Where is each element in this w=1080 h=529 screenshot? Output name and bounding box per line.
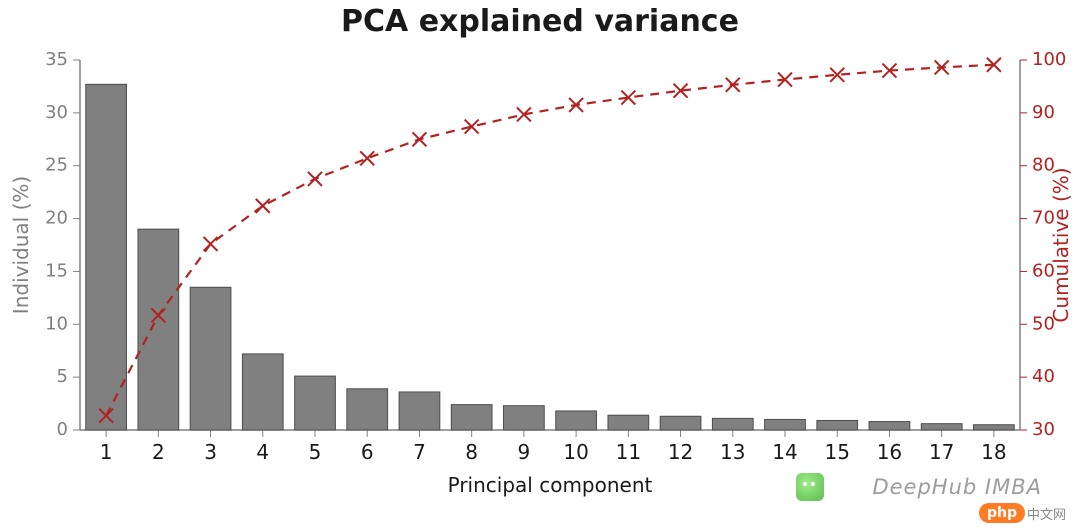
svg-text:30: 30 (45, 102, 68, 123)
svg-text:9: 9 (518, 440, 531, 464)
svg-text:12: 12 (668, 440, 693, 464)
svg-text:17: 17 (929, 440, 954, 464)
svg-text:40: 40 (1032, 366, 1055, 387)
line-marker (360, 151, 374, 165)
svg-text:1: 1 (100, 440, 113, 464)
svg-text:90: 90 (1032, 102, 1055, 123)
bar (347, 389, 388, 430)
svg-text:5: 5 (57, 366, 68, 387)
bar (765, 419, 806, 430)
bar (817, 420, 858, 430)
php-pill: php (979, 503, 1025, 523)
svg-text:10: 10 (45, 313, 68, 334)
cumulative-line (106, 65, 994, 416)
svg-text:Cumulative (%): Cumulative (%) (1049, 167, 1073, 322)
svg-text:35: 35 (45, 49, 68, 70)
svg-text:30: 30 (1032, 419, 1055, 440)
svg-text:14: 14 (772, 440, 797, 464)
svg-text:100: 100 (1032, 49, 1066, 70)
svg-text:10: 10 (563, 440, 588, 464)
svg-text:16: 16 (877, 440, 902, 464)
svg-text:7: 7 (413, 440, 426, 464)
bar (295, 376, 336, 430)
bar (608, 415, 649, 430)
bar (974, 425, 1015, 430)
svg-text:18: 18 (981, 440, 1006, 464)
chart-container: PCA explained variance 05101520253035Ind… (0, 0, 1080, 529)
bar (242, 354, 283, 430)
bar (660, 416, 701, 430)
line-marker (412, 132, 426, 146)
svg-text:6: 6 (361, 440, 374, 464)
bar (86, 84, 127, 430)
bar (712, 418, 753, 430)
bar (138, 229, 179, 430)
bar (869, 422, 910, 430)
svg-text:13: 13 (720, 440, 745, 464)
wechat-icon (796, 473, 824, 501)
bar (399, 392, 440, 430)
line-marker (308, 172, 322, 186)
svg-text:Individual (%): Individual (%) (9, 176, 33, 314)
svg-text:11: 11 (616, 440, 641, 464)
line-marker (465, 120, 479, 134)
bar (556, 411, 597, 430)
svg-text:Principal component: Principal component (448, 473, 653, 497)
svg-text:3: 3 (204, 440, 217, 464)
bar (190, 287, 231, 430)
watermark-deephub: DeepHub IMBA (872, 475, 1042, 499)
php-tail: 中文网 (1027, 504, 1066, 523)
svg-text:5: 5 (309, 440, 322, 464)
svg-text:2: 2 (152, 440, 165, 464)
pca-chart: 05101520253035Individual (%)304050607080… (0, 0, 1080, 529)
svg-text:4: 4 (256, 440, 269, 464)
bar (921, 424, 962, 430)
svg-text:20: 20 (45, 208, 68, 229)
svg-text:15: 15 (45, 260, 68, 281)
bar (451, 405, 492, 430)
svg-text:25: 25 (45, 155, 68, 176)
watermark-php: php 中文网 (979, 503, 1066, 523)
line-marker (256, 199, 270, 213)
svg-text:8: 8 (465, 440, 478, 464)
svg-text:15: 15 (824, 440, 849, 464)
bar (504, 406, 545, 430)
svg-text:0: 0 (57, 419, 68, 440)
line-marker (935, 60, 949, 74)
line-marker (204, 237, 218, 251)
